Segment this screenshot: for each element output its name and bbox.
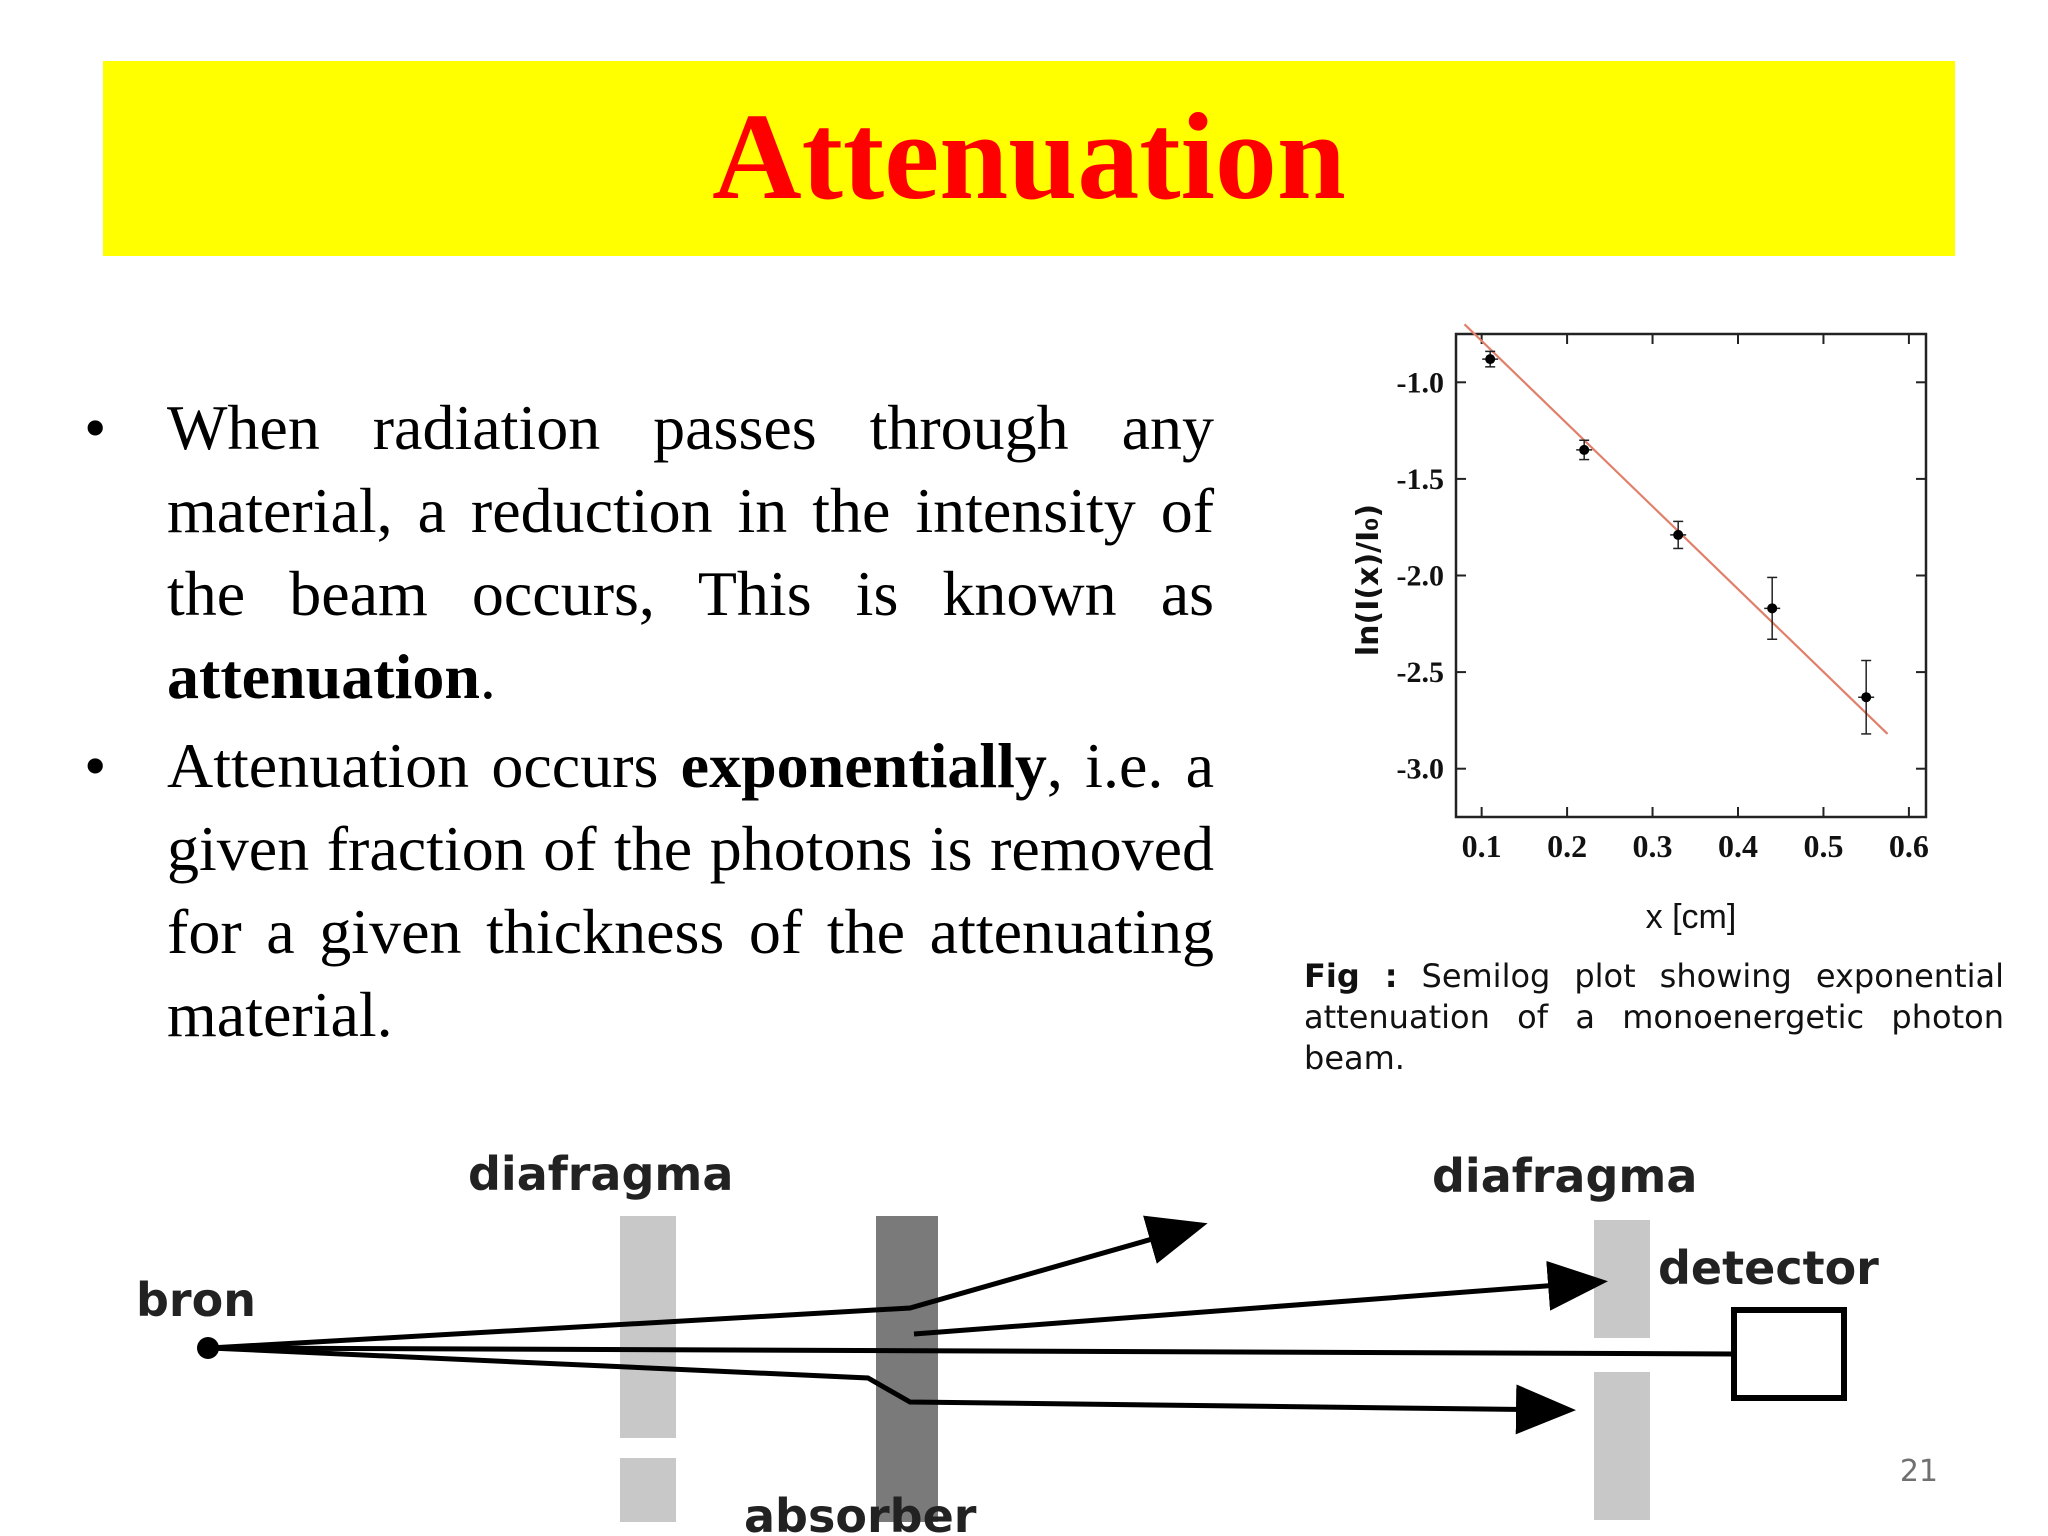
bullet-bold-term: exponentially xyxy=(680,730,1047,801)
fit-line xyxy=(1463,323,1889,735)
diafragma-left-label: diafragma xyxy=(468,1147,733,1201)
bullet-text-end: , i.e. a given fraction of the photons i… xyxy=(167,730,1214,1050)
right-diaphragm-bottom xyxy=(1594,1372,1650,1520)
left-diaphragm-top xyxy=(620,1216,676,1438)
absorber-label: absorber xyxy=(744,1489,977,1536)
data-point xyxy=(1579,444,1590,455)
attenuation-setup-diagram: diafragma diafragma bron detector absorb… xyxy=(136,1147,1879,1536)
y-tick-label: -1.0 xyxy=(1397,366,1445,399)
data-point xyxy=(1767,603,1778,614)
primary-ray xyxy=(209,1345,1735,1357)
figure-caption: Fig : Semilog plot showing exponential a… xyxy=(1304,956,2004,1079)
bullet-item: • Attenuation occurs exponentially, i.e.… xyxy=(84,724,1214,1056)
source-point xyxy=(197,1337,219,1359)
title-bar: Attenuation xyxy=(103,61,1955,256)
y-tick-label: -1.5 xyxy=(1397,463,1445,496)
slide-title: Attenuation xyxy=(712,87,1346,225)
left-diaphragm-bottom xyxy=(620,1458,676,1522)
source-label: bron xyxy=(136,1273,256,1327)
data-point xyxy=(1861,692,1872,703)
bullet-marker: • xyxy=(84,392,107,463)
bullet-marker: • xyxy=(84,730,107,801)
caption-label: Fig : xyxy=(1304,957,1398,995)
x-tick-label: 0.6 xyxy=(1889,828,1929,864)
bullet-text-end: . xyxy=(479,641,496,712)
y-tick-label: -3.0 xyxy=(1397,753,1445,786)
scattered-ray-to-diaphragm xyxy=(913,1260,1608,1337)
caption-text: Semilog plot showing exponential attenua… xyxy=(1304,957,2004,1077)
attenuation-plot: 0.1 0.2 0.3 0.4 0.5 0.6 -1.0 -1.5 -2.0 -2.5 -3.0 … xyxy=(1330,318,1950,958)
y-tick-label: -2.5 xyxy=(1397,656,1445,689)
detector-box xyxy=(1731,1307,1847,1401)
y-axis-label: ln(I(x)/I₀) xyxy=(1351,504,1386,656)
data-point xyxy=(1485,354,1496,365)
x-tick-label: 0.2 xyxy=(1547,828,1587,864)
diafragma-right-label: diafragma xyxy=(1432,1149,1697,1203)
page-number: 21 xyxy=(1899,1454,1938,1489)
scattered-ray-down xyxy=(209,1345,1576,1435)
x-axis-label: x [cm] xyxy=(1646,898,1737,936)
y-tick-label: -2.0 xyxy=(1397,560,1445,593)
bullet-list: • When radiation passes through any mate… xyxy=(84,386,1214,1062)
bullet-item: • When radiation passes through any mate… xyxy=(84,386,1214,718)
bullet-bold-term: attenuation xyxy=(167,641,480,712)
data-point xyxy=(1673,529,1684,540)
detector-label: detector xyxy=(1658,1241,1879,1295)
x-tick-label: 0.4 xyxy=(1718,828,1758,864)
bullet-text: When radiation passes through any materi… xyxy=(167,392,1214,629)
x-tick-label: 0.5 xyxy=(1803,828,1843,864)
x-tick-label: 0.1 xyxy=(1462,828,1502,864)
x-tick-label: 0.3 xyxy=(1633,828,1673,864)
right-diaphragm-top xyxy=(1594,1220,1650,1338)
plot-frame xyxy=(1454,332,1928,819)
bullet-text: Attenuation occurs xyxy=(167,730,681,801)
plot-svg: 0.1 0.2 0.3 0.4 0.5 0.6 -1.0-1.5-2.0-2.5-3.0 … xyxy=(1351,323,1929,936)
absorber-slab xyxy=(876,1216,938,1522)
scattered-ray-up xyxy=(209,1215,1208,1351)
